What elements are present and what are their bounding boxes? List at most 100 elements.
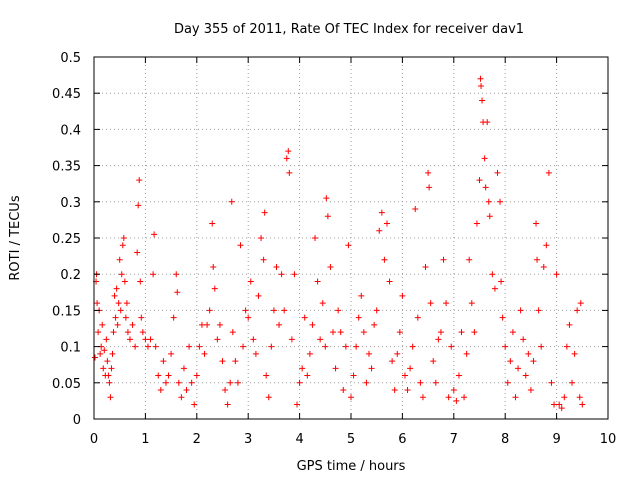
data-point: [534, 256, 541, 263]
data-point: [486, 213, 493, 220]
data-point: [371, 321, 378, 328]
data-point: [561, 394, 568, 401]
data-point: [538, 343, 545, 350]
data-point: [507, 358, 514, 365]
data-point: [219, 358, 226, 365]
data-point: [553, 271, 560, 278]
data-point: [443, 300, 450, 307]
data-point: [551, 401, 558, 408]
data-point: [396, 329, 403, 336]
y-tick-label: 0.45: [52, 87, 81, 102]
data-point: [455, 372, 462, 379]
data-point: [222, 387, 229, 394]
x-tick-label: 5: [347, 432, 355, 447]
data-point: [312, 235, 319, 241]
data-point: [229, 329, 236, 336]
data-point: [196, 343, 203, 350]
data-point: [512, 394, 519, 401]
data-point: [211, 285, 218, 292]
data-point: [112, 314, 119, 321]
data-point: [498, 278, 505, 285]
data-point: [445, 394, 452, 401]
data-point: [425, 169, 432, 176]
data-point: [404, 387, 411, 394]
data-point: [535, 307, 542, 314]
data-point: [309, 321, 316, 328]
y-tick-label: 0: [73, 413, 81, 428]
data-point: [414, 314, 421, 321]
x-tick-label: 2: [193, 432, 201, 447]
data-point: [106, 379, 113, 386]
data-point: [134, 249, 141, 256]
data-point: [204, 321, 211, 328]
data-point: [437, 329, 444, 336]
data-point: [427, 300, 434, 307]
data-point: [268, 343, 275, 350]
data-point: [409, 343, 416, 350]
data-point: [378, 209, 385, 216]
data-point: [504, 379, 511, 386]
data-point: [209, 220, 216, 227]
data-point: [327, 263, 334, 270]
data-point: [157, 387, 164, 394]
data-point: [394, 350, 401, 357]
data-point: [319, 300, 326, 307]
data-point: [386, 278, 393, 285]
data-point: [265, 394, 272, 401]
data-point: [132, 343, 139, 350]
data-point: [110, 329, 117, 336]
data-point: [216, 321, 223, 328]
x-tick-label: 4: [295, 432, 303, 447]
data-point: [188, 379, 195, 386]
data-point: [116, 256, 123, 263]
data-point: [299, 365, 306, 372]
data-point: [95, 329, 102, 336]
data-point: [355, 314, 362, 321]
data-point: [103, 336, 110, 343]
data-point: [120, 235, 127, 241]
data-point: [525, 350, 532, 357]
data-point: [484, 119, 491, 126]
data-point: [533, 220, 540, 227]
data-point: [150, 271, 157, 278]
data-point: [491, 285, 498, 292]
data-point: [137, 278, 144, 285]
y-tick-label: 0.05: [52, 377, 81, 392]
data-point: [353, 343, 360, 350]
data-point: [193, 372, 200, 379]
data-point: [558, 405, 565, 412]
y-tick-label: 0.25: [52, 232, 81, 247]
data-point: [237, 242, 244, 249]
x-tick-label: 3: [244, 432, 252, 447]
data-point: [178, 394, 185, 401]
data-point: [453, 397, 460, 404]
x-tick-label: 0: [90, 432, 98, 447]
data-point: [273, 263, 280, 270]
data-point: [285, 148, 292, 155]
data-point: [294, 401, 301, 408]
data-point: [105, 372, 112, 379]
data-point: [332, 365, 339, 372]
data-point: [232, 358, 239, 365]
data-point: [129, 321, 136, 328]
data-point: [258, 235, 265, 241]
data-point: [520, 336, 527, 343]
data-point: [381, 256, 388, 263]
data-point: [569, 379, 576, 386]
data-point: [432, 379, 439, 386]
data-point: [283, 155, 290, 162]
data-point: [473, 220, 480, 227]
data-point: [286, 169, 293, 176]
x-tick-label: 6: [398, 432, 406, 447]
x-tick-label: 8: [501, 432, 509, 447]
data-point: [376, 227, 383, 234]
data-point: [155, 372, 162, 379]
data-point: [461, 394, 468, 401]
data-point: [142, 336, 149, 343]
data-point: [201, 350, 208, 357]
data-point: [563, 343, 570, 350]
data-point: [122, 314, 129, 321]
data-point: [478, 82, 485, 89]
data-point: [522, 372, 529, 379]
chart-title: Day 355 of 2011, Rate Of TEC Index for r…: [174, 22, 524, 37]
